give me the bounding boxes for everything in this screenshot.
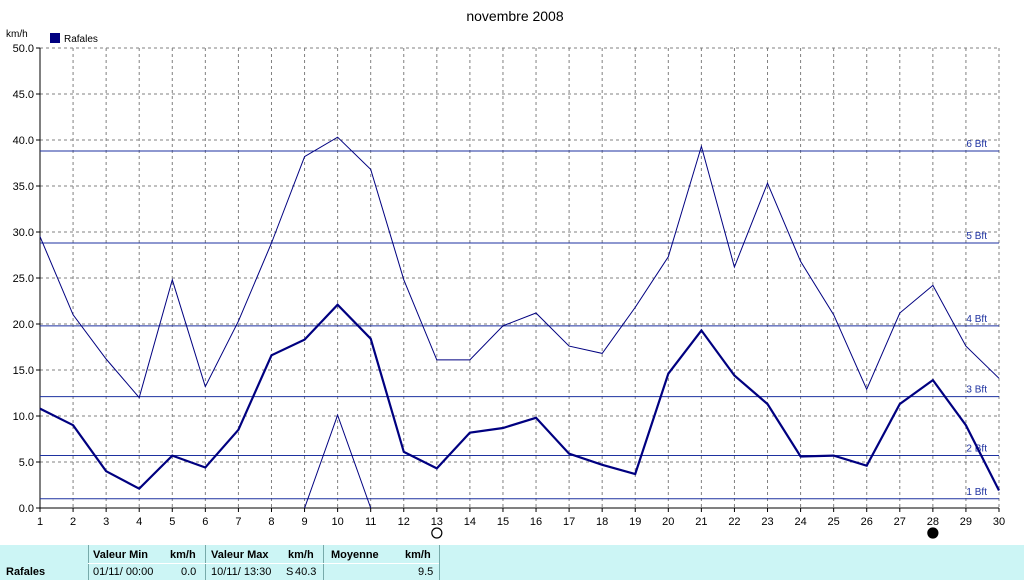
gust-chart: novembre 2008 km/h Rafales 0.0 5.0 10.0 15.… <box>6 8 1005 539</box>
stats-row-label: Rafales <box>6 566 46 578</box>
min-date: 01/11/ 00:00 <box>93 566 154 578</box>
stats-separator <box>439 545 440 580</box>
min-header: Valeur Min <box>93 549 149 561</box>
x-tick-label: 22 <box>728 516 740 528</box>
stats-separator <box>205 545 206 580</box>
x-tick-label: 30 <box>993 516 1005 528</box>
max-header: Valeur Max <box>211 549 269 561</box>
series-line-min <box>304 413 372 509</box>
x-tick-label: 25 <box>828 516 840 528</box>
x-tick-label: 26 <box>861 516 873 528</box>
y-tick-label: 25.0 <box>13 273 34 285</box>
beaufort-label: 3 Bft <box>966 385 987 396</box>
y-tick-label: 0.0 <box>19 503 34 515</box>
series-line-mean <box>39 303 1000 491</box>
x-tick-label: 21 <box>695 516 707 528</box>
y-tick-label: 40.0 <box>13 135 34 147</box>
mean-value: 9.5 <box>418 566 434 578</box>
y-axis-unit: km/h <box>6 29 28 40</box>
y-tick-label: 10.0 <box>13 411 34 423</box>
x-tick-label: 16 <box>530 516 542 528</box>
stats-row-divider <box>88 563 439 564</box>
x-tick-label: 23 <box>761 516 773 528</box>
mean-header: Moyenne <box>331 549 379 561</box>
max-unit: km/h <box>288 549 314 561</box>
x-tick-label: 27 <box>894 516 906 528</box>
beaufort-label: 1 Bft <box>966 487 987 498</box>
stats-separator <box>88 545 89 580</box>
x-tick-label: 5 <box>169 516 175 528</box>
y-tick-label: 30.0 <box>13 227 34 239</box>
x-tick-label: 9 <box>301 516 307 528</box>
y-tick-label: 15.0 <box>13 365 34 377</box>
beaufort-label: 5 Bft <box>966 231 987 242</box>
stats-separator <box>323 545 324 580</box>
x-tick-label: 6 <box>202 516 208 528</box>
x-tick-label: 4 <box>136 516 142 528</box>
y-tick-label: 5.0 <box>19 457 34 469</box>
x-tick-label: 15 <box>497 516 509 528</box>
new-moon-icon <box>927 527 939 539</box>
x-tick-label: 12 <box>398 516 410 528</box>
beaufort-label: 4 Bft <box>966 314 987 325</box>
legend-label: Rafales <box>64 34 98 45</box>
x-tick-label: 1 <box>37 516 43 528</box>
max-direction: S <box>286 566 294 578</box>
x-tick-label: 11 <box>365 516 376 528</box>
x-tick-label: 7 <box>235 516 241 528</box>
stats-panel: Rafales Valeur Min km/h 01/11/ 00:00 0.0… <box>0 545 1024 580</box>
y-tick-label: 50.0 <box>13 43 34 55</box>
x-tick-label: 20 <box>662 516 674 528</box>
x-tick-label: 14 <box>464 516 476 528</box>
x-tick-label: 3 <box>103 516 109 528</box>
y-tick-label: 45.0 <box>13 89 34 101</box>
x-tick-label: 18 <box>596 516 608 528</box>
beaufort-label: 6 Bft <box>966 139 987 150</box>
max-value: 40.3 <box>295 566 317 578</box>
max-date: 10/11/ 13:30 <box>211 566 272 578</box>
x-tick-label: 17 <box>563 516 575 528</box>
x-tick-label: 29 <box>960 516 972 528</box>
x-tick-label: 10 <box>331 516 343 528</box>
x-tick-label: 28 <box>927 516 939 528</box>
x-tick-label: 24 <box>794 516 806 528</box>
x-tick-label: 8 <box>268 516 274 528</box>
chart-title: novembre 2008 <box>466 8 564 24</box>
y-tick-label: 20.0 <box>13 319 34 331</box>
min-unit: km/h <box>170 549 196 561</box>
series-line-max <box>39 136 1000 399</box>
y-tick-label: 35.0 <box>13 181 34 193</box>
x-tick-label: 2 <box>70 516 76 528</box>
plot-area: 0.0 5.0 10.0 15.0 20.0 25.0 30.0 35.0 40.0 45.0 50… <box>13 43 1005 539</box>
min-value: 0.0 <box>181 566 197 578</box>
x-tick-label: 19 <box>629 516 641 528</box>
full-moon-icon <box>431 527 443 539</box>
legend-swatch <box>50 33 60 43</box>
x-tick-label: 13 <box>431 516 443 528</box>
mean-unit: km/h <box>405 549 431 561</box>
